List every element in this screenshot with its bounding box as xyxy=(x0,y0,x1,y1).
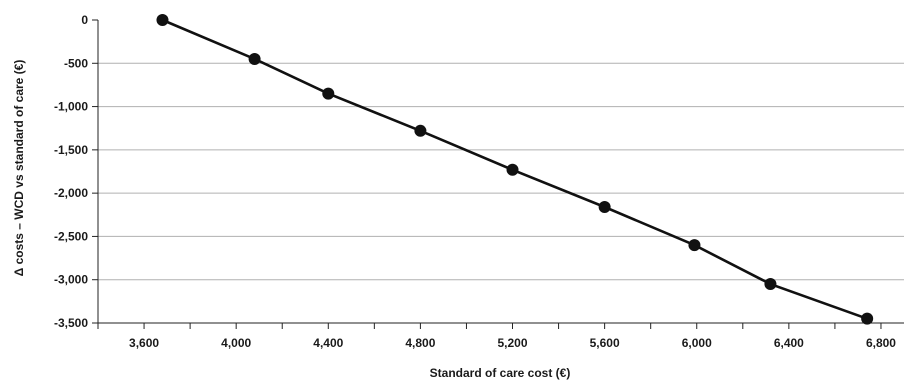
y-tick-label: -3,000 xyxy=(54,273,88,287)
data-point xyxy=(248,52,261,65)
x-tick-label: 6,000 xyxy=(682,336,712,350)
data-point xyxy=(414,124,427,137)
x-tick-label: 5,200 xyxy=(497,336,527,350)
data-point xyxy=(598,200,611,213)
data-point xyxy=(322,87,335,100)
x-tick-label: 4,800 xyxy=(405,336,435,350)
data-point xyxy=(156,14,169,26)
y-tick-label: 0 xyxy=(81,13,88,27)
y-axis-ticks: 0 -500 -1,000 -1,500 -2,000 -2,500 -3,000 -3,50… xyxy=(54,13,98,330)
data-series xyxy=(156,14,874,325)
gridlines xyxy=(98,62,904,281)
x-axis-title: Standard of care cost (€) xyxy=(430,366,571,380)
y-tick-label: -2,500 xyxy=(54,229,88,243)
y-tick-label: -1,500 xyxy=(54,143,88,157)
data-point xyxy=(506,163,519,176)
x-tick-label: 6,800 xyxy=(866,336,896,350)
x-axis-ticks: 3,600 4,000 4,400 4,800 5,200 5,600 6,000 6,400… xyxy=(97,323,896,350)
x-tick-label: 4,000 xyxy=(221,336,251,350)
data-point xyxy=(688,239,701,252)
y-tick-label: -3,500 xyxy=(54,316,88,330)
y-tick-label: -2,000 xyxy=(54,186,88,200)
data-point xyxy=(764,278,777,291)
x-tick-label: 3,600 xyxy=(129,336,159,350)
axes xyxy=(97,20,904,324)
x-tick-label: 6,400 xyxy=(774,336,804,350)
x-tick-label: 4,400 xyxy=(313,336,343,350)
y-axis-title: Δ costs – WCD vs standard of care (€) xyxy=(12,60,26,277)
data-point xyxy=(861,312,874,325)
y-tick-label: -500 xyxy=(64,56,88,70)
x-tick-label: 5,600 xyxy=(590,336,620,350)
y-tick-label: -1,000 xyxy=(54,100,88,114)
